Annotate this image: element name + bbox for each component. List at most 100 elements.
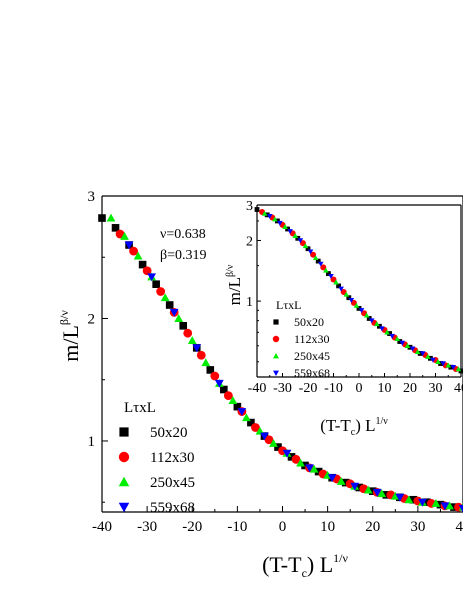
inset-data-point	[430, 357, 436, 363]
data-point	[251, 423, 260, 432]
inset-data-point	[312, 255, 319, 261]
inset-data-point	[315, 258, 321, 264]
data-point	[138, 260, 147, 269]
inset-x-tick-label: 20	[403, 381, 417, 396]
main-chart: -40-30-20-10010203040123(T-Tc) L1/νm/Lβ/…	[57, 189, 463, 580]
x-tick-label: -40	[92, 519, 112, 535]
fit-parameter-annotation: ν=0.638	[160, 227, 206, 242]
legend-marker	[118, 451, 130, 463]
inset-y-tick-label: 2	[246, 234, 253, 249]
inset-data-point	[419, 351, 426, 357]
data-point	[409, 495, 418, 504]
inset-series-559x68	[266, 213, 457, 370]
inset-x-tick-label: 0	[356, 381, 363, 396]
inset-data-point	[348, 298, 355, 303]
legend-title: LτxL	[124, 400, 156, 416]
data-point	[282, 449, 292, 458]
inset-data-point	[287, 229, 293, 235]
inset-data-point	[333, 279, 339, 285]
inset-data-point	[328, 273, 334, 279]
x-tick-label: -20	[182, 519, 202, 535]
y-tick-label: 3	[88, 189, 96, 205]
data-point	[368, 487, 377, 495]
inset-data-point	[305, 246, 311, 252]
inset-data-point	[320, 264, 327, 271]
data-point	[287, 453, 296, 461]
legend-marker	[118, 476, 130, 487]
inset-data-point	[264, 212, 270, 218]
inset-data-point	[297, 238, 304, 244]
data-point	[201, 358, 211, 367]
inset-data-point	[350, 299, 357, 306]
inset-data-points	[254, 207, 463, 374]
legend-label: 112x30	[150, 450, 194, 466]
y-tick-label: 1	[88, 434, 96, 450]
inset-data-point	[302, 243, 309, 249]
inset-x-tick-label: -40	[248, 381, 267, 396]
inset-data-point	[440, 361, 446, 367]
data-point	[431, 499, 441, 507]
data-point	[382, 491, 391, 499]
data-point	[260, 432, 269, 441]
inset-data-point	[340, 288, 347, 295]
inset-data-point	[346, 295, 352, 301]
inset-y-axis-title: m/Lβ/ν	[225, 264, 244, 305]
data-point	[165, 301, 174, 309]
inset-data-point	[368, 318, 375, 324]
x-tick-label: -30	[137, 519, 157, 535]
legend-label: 559x68	[150, 500, 195, 516]
inset-data-point	[266, 213, 273, 219]
data-point	[445, 501, 454, 510]
inset-data-point	[336, 283, 341, 289]
legend-label: 250x45	[150, 475, 195, 491]
data-point	[192, 344, 202, 353]
data-points	[98, 213, 463, 513]
inset-data-point	[272, 216, 278, 222]
data-point	[214, 379, 224, 388]
inset-data-point	[326, 271, 331, 276]
x-tick-label: 0	[279, 519, 287, 535]
inset-data-point	[363, 312, 370, 318]
data-point	[341, 478, 350, 487]
data-point	[98, 214, 106, 222]
inset-data-point	[374, 321, 380, 327]
inset-data-point	[404, 343, 411, 349]
data-point	[423, 498, 431, 507]
x-axis-title: (T-Tc) L1/ν	[262, 551, 348, 580]
inset-data-point	[379, 326, 385, 332]
data-point	[264, 435, 274, 445]
data-point	[314, 467, 323, 476]
inset-data-point	[414, 349, 421, 355]
data-point	[152, 280, 160, 288]
inset-data-point	[358, 308, 365, 314]
y-tick-label: 2	[88, 311, 96, 327]
data-point	[169, 308, 179, 317]
data-point	[418, 498, 427, 507]
data-point	[115, 229, 125, 239]
data-point	[242, 413, 251, 422]
data-point	[350, 482, 360, 491]
inset-legend-marker	[273, 370, 279, 376]
inset-legend-marker	[273, 353, 279, 359]
data-point	[301, 461, 309, 470]
data-point	[111, 224, 120, 232]
data-point	[120, 232, 129, 240]
legend-marker	[118, 502, 130, 513]
inset-data-point	[292, 233, 299, 238]
inset-data-point	[399, 340, 406, 346]
data-point	[404, 495, 414, 504]
inset-y-tick-label: 3	[246, 199, 253, 214]
legend-marker	[119, 427, 129, 437]
data-point	[450, 503, 458, 511]
x-tick-label: 30	[410, 519, 425, 535]
inset-data-point	[435, 358, 441, 364]
inset-legend-label: 112x30	[294, 332, 330, 346]
data-point	[237, 408, 247, 416]
inset-data-point	[409, 346, 416, 352]
data-point	[363, 485, 373, 494]
inset-data-point	[299, 240, 306, 247]
x-tick-label: 10	[320, 519, 335, 535]
data-point	[395, 493, 405, 502]
inset-y-tick-label: 1	[246, 295, 253, 310]
